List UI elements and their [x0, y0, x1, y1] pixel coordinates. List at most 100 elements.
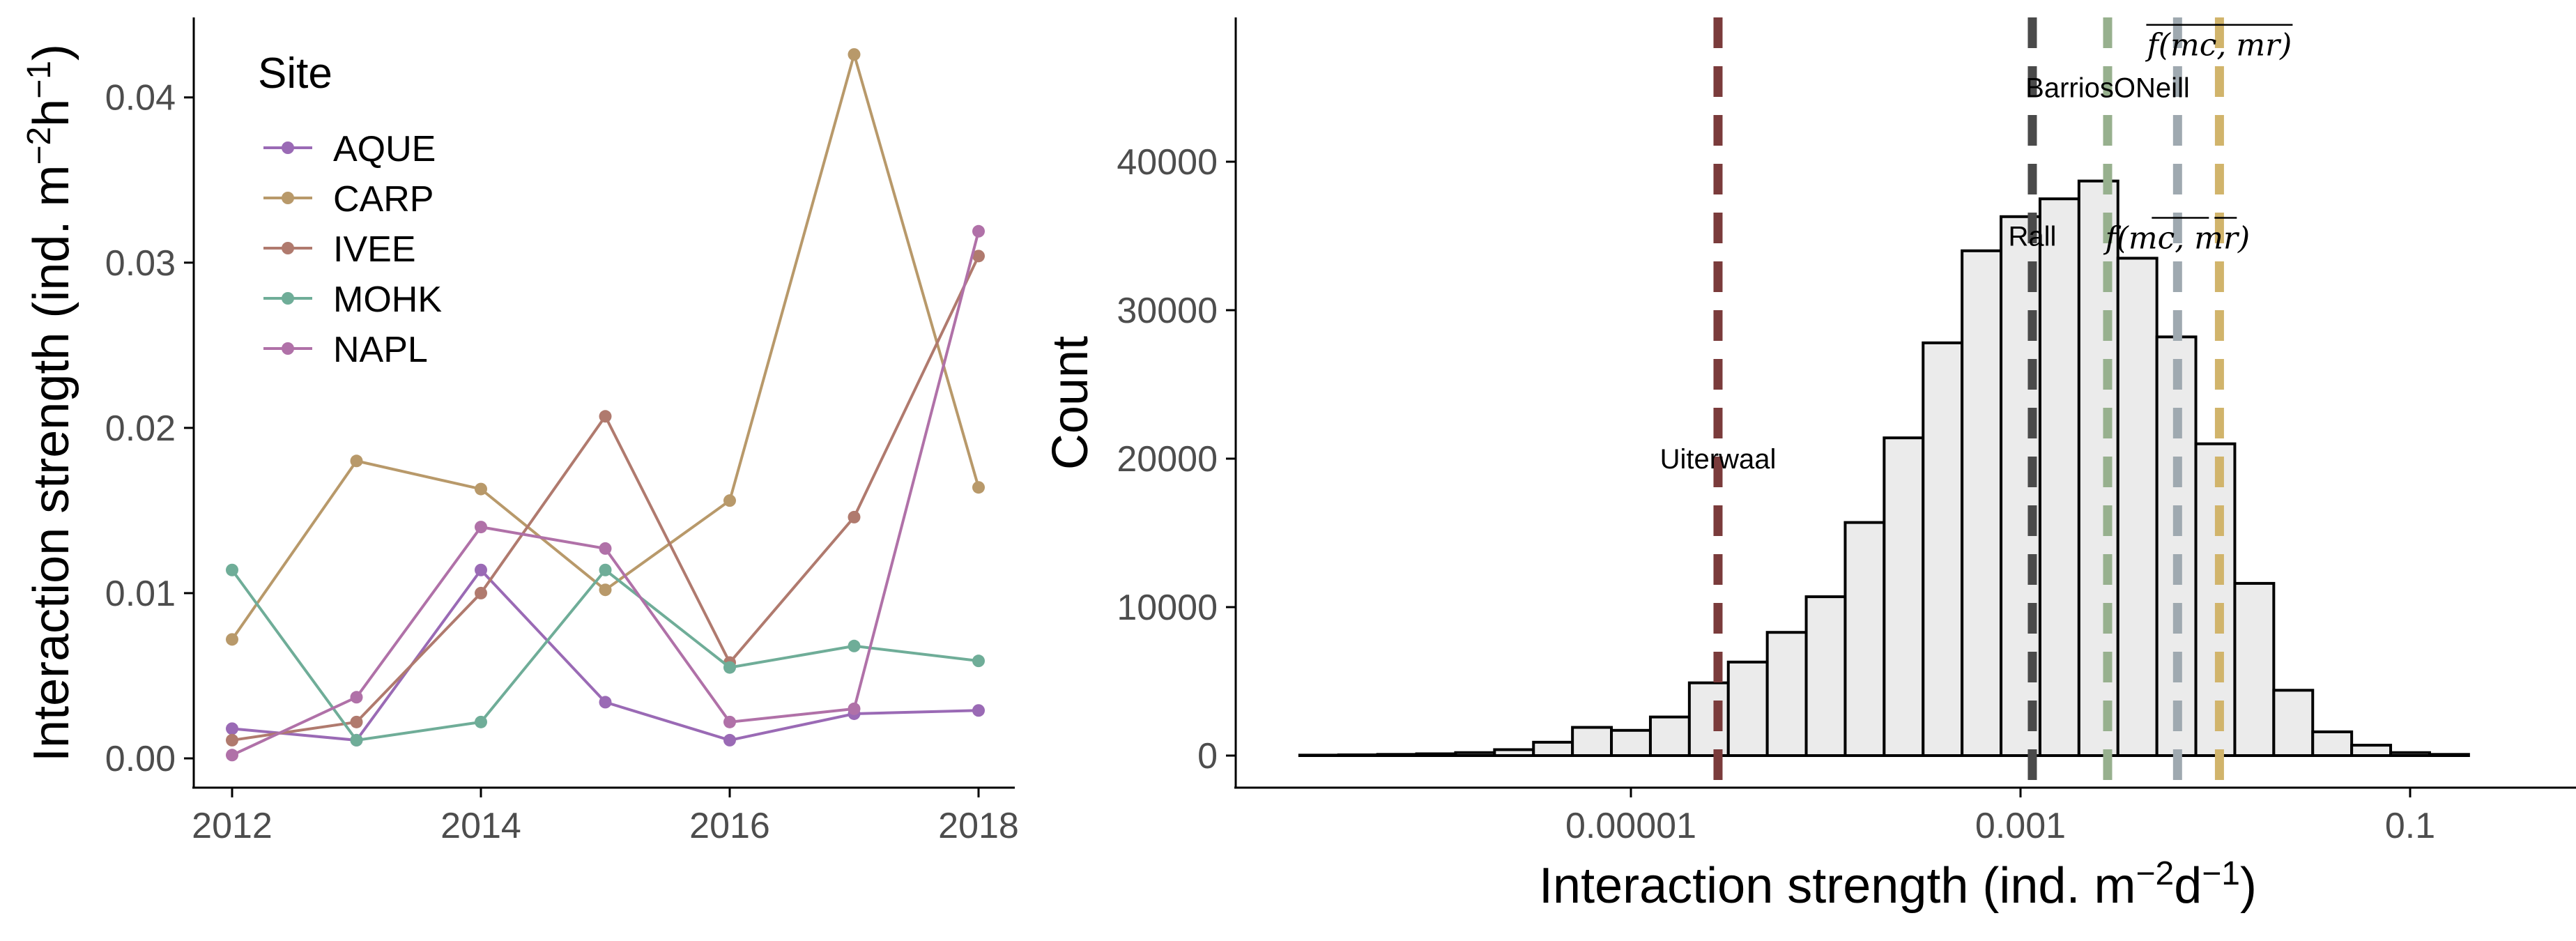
y-tick-label-0.02: 0.02 [105, 408, 176, 449]
y-tick-label-40000: 40000 [1117, 142, 1218, 183]
y-tick-label-0.01: 0.01 [105, 574, 176, 614]
legend-label-ivee: IVEE [333, 229, 416, 270]
data-point-mohk-2014 [475, 715, 487, 728]
y-tick-label-0: 0 [1197, 736, 1218, 776]
histogram-bar [2272, 689, 2315, 758]
data-point-carp-2012 [226, 633, 238, 646]
data-point-carp-2016 [723, 494, 736, 507]
data-point-aque-2012 [226, 722, 238, 735]
legend-label-mohk: MOHK [333, 280, 442, 320]
data-point-napl-2016 [723, 715, 736, 728]
histogram-bar [1843, 521, 1886, 758]
line-chart-panel: 2012 2014 2016 2018 0.00 0.01 0.02 0.03 0.04 Int… [21, 17, 1019, 846]
right-y-axis-title: Count [1043, 336, 1098, 470]
y-tick-label-10000: 10000 [1117, 588, 1218, 628]
line-chart-ticks: 2012 2014 2016 2018 0.00 0.01 0.02 0.03 0.04 [105, 78, 1019, 846]
legend-title: Site [258, 49, 332, 98]
histogram-bar [2389, 751, 2431, 757]
data-point-napl-2014 [475, 521, 487, 534]
histogram-bar [2350, 744, 2393, 757]
data-point-aque-2014 [475, 563, 487, 576]
reference-label-ratio-of-means: f(mc, mr) [2145, 28, 2292, 63]
data-point-mohk-2015 [599, 563, 612, 576]
data-point-mohk-2012 [226, 563, 238, 576]
x-tick-label-0.1: 0.1 [2385, 806, 2435, 846]
data-point-mohk-2016 [723, 661, 736, 674]
legend-key-point-napl [282, 342, 294, 355]
histogram-bar [2428, 753, 2470, 758]
data-point-aque-2015 [599, 696, 612, 709]
data-point-mohk-2013 [350, 733, 363, 747]
y-tick-label-0.03: 0.03 [105, 243, 176, 284]
y-tick-label-30000: 30000 [1117, 291, 1218, 331]
legend-label-carp: CARP [333, 179, 434, 220]
x-tick-label-2014: 2014 [440, 806, 521, 846]
data-point-carp-2018 [972, 481, 985, 494]
line-chart-marks [226, 48, 985, 762]
data-point-aque-2016 [723, 733, 736, 747]
x-tick-label-2016: 2016 [689, 806, 770, 846]
data-point-carp-2013 [350, 454, 363, 468]
reference-label-uiterwaal: Uiterwaal [1660, 444, 1777, 475]
histogram-bar [1454, 751, 1496, 757]
legend-key-point-aque [282, 141, 294, 154]
histogram-bar [1922, 341, 1964, 757]
data-point-napl-2015 [599, 542, 612, 555]
legend-items: AQUE CARP IVEE MOHK NAPL [263, 129, 442, 370]
data-point-ivee-2013 [350, 715, 363, 728]
data-point-ivee-2015 [599, 410, 612, 423]
histogram-bar [2155, 335, 2198, 757]
data-point-ivee-2012 [226, 733, 238, 747]
x-tick-label-2012: 2012 [192, 806, 273, 846]
legend-key-point-carp [282, 192, 294, 204]
reference-label-mean-ratio: f(mc, mr) [2103, 221, 2250, 257]
data-point-napl-2013 [350, 691, 363, 704]
data-point-mohk-2018 [972, 655, 985, 668]
histogram-bar [1571, 726, 1613, 758]
series-line-ivee [231, 255, 980, 742]
data-point-aque-2018 [972, 704, 985, 717]
data-point-napl-2017 [848, 702, 861, 715]
reference-label-barriosoneill: BarriosONeill [2025, 73, 2190, 104]
histogram-bar [1610, 728, 1652, 758]
histogram-bar [1804, 595, 1847, 758]
legend-label-napl: NAPL [333, 330, 428, 370]
data-point-ivee-2014 [475, 586, 487, 599]
histogram-bar [1726, 660, 1769, 757]
histogram-bar [2038, 197, 2080, 757]
histogram-bar [1376, 753, 1418, 758]
histogram-bar [1337, 753, 1379, 758]
histogram-bar [2116, 257, 2159, 757]
histogram-bars [1298, 179, 2470, 758]
data-point-carp-2014 [475, 482, 487, 496]
histogram-bar [1765, 631, 1808, 758]
data-point-ivee-2017 [848, 510, 861, 523]
histogram-bar [1532, 740, 1574, 757]
legend-key-point-ivee [282, 242, 294, 254]
y-tick-label-20000: 20000 [1117, 439, 1218, 480]
histogram-bar [1883, 436, 1925, 757]
data-point-carp-2017 [848, 48, 861, 61]
y-tick-label-0.00: 0.00 [105, 739, 176, 779]
histogram-panel: Uiterwaal Rall BarriosONeill f(mc, mr) f(mc,… [1043, 17, 2576, 914]
legend-key-point-mohk [282, 292, 294, 305]
y-tick-label-0.04: 0.04 [105, 78, 176, 118]
histogram-bar [1493, 748, 1535, 757]
left-y-axis-title: Interaction strength (ind. m−2h−1) [21, 44, 79, 762]
data-point-ivee-2018 [972, 250, 985, 263]
histogram-bar [1415, 752, 1457, 757]
histogram-bar [1648, 715, 1691, 757]
data-point-mohk-2017 [848, 639, 861, 652]
legend-label-aque: AQUE [333, 129, 436, 169]
x-tick-label-0.001: 0.001 [1975, 806, 2066, 846]
histogram-bar [1961, 249, 2003, 757]
x-tick-label-0.00001: 0.00001 [1565, 806, 1696, 846]
reference-label-rall: Rall [2009, 222, 2057, 252]
reference-lines: Uiterwaal Rall BarriosONeill f(mc, mr) f(mc,… [1660, 17, 2293, 788]
x-tick-label-2018: 2018 [938, 806, 1019, 846]
right-x-axis-title: Interaction strength (ind. m−2d−1) [1539, 855, 2257, 914]
data-point-napl-2018 [972, 224, 985, 238]
histogram-bar [2311, 730, 2354, 758]
histogram-bar [2233, 581, 2276, 757]
